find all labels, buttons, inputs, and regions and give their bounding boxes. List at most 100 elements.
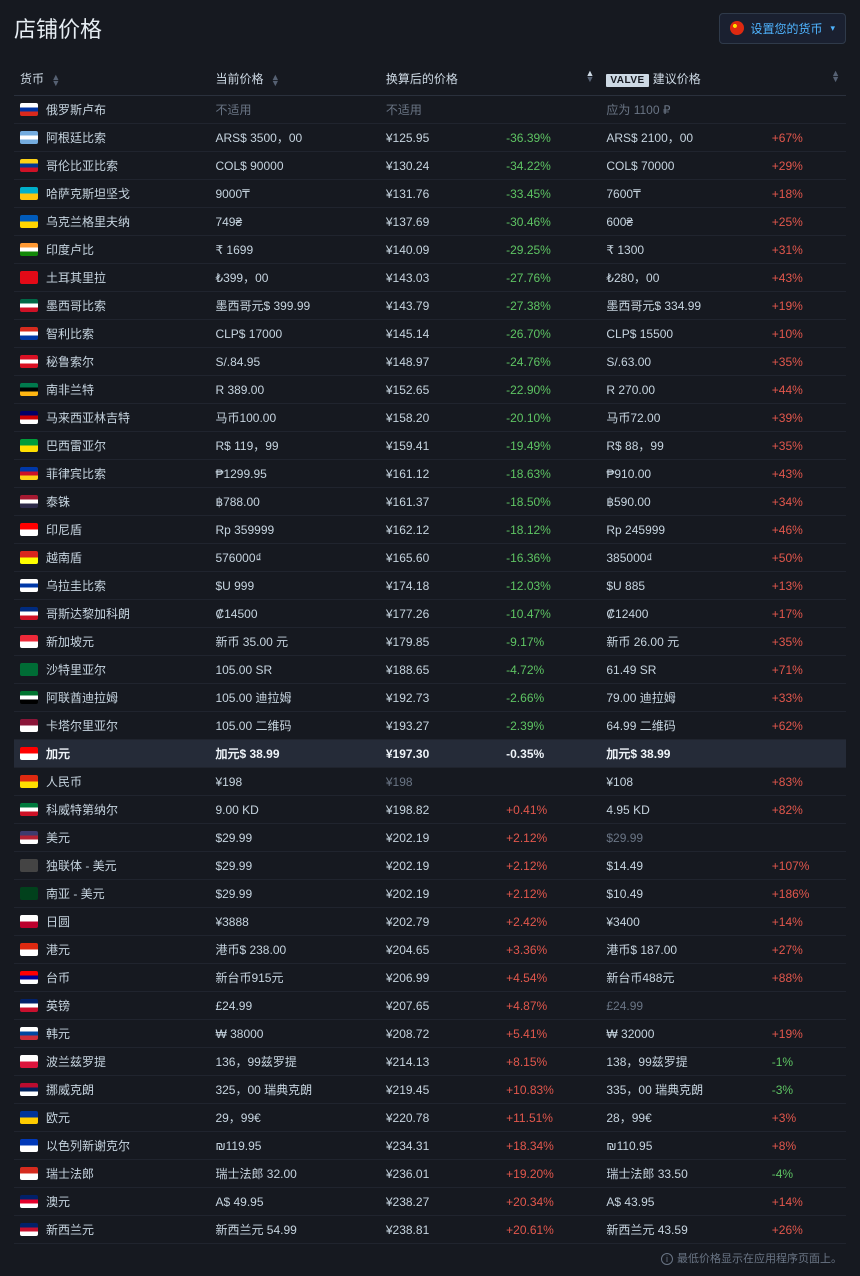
flag-icon xyxy=(20,103,38,116)
converted-price: ¥192.73 xyxy=(380,684,500,712)
converted-diff: -26.70% xyxy=(500,320,600,348)
currency-name: 巴西雷亚尔 xyxy=(46,437,106,454)
converted-diff: -10.47% xyxy=(500,600,600,628)
converted-price: ¥161.12 xyxy=(380,460,500,488)
table-row[interactable]: 阿联酋迪拉姆105.00 迪拉姆¥192.73-2.66%79.00 迪拉姆+3… xyxy=(14,684,846,712)
flag-icon xyxy=(20,271,38,284)
table-row[interactable]: 秘鲁索尔S/.84.95¥148.97-24.76%S/.63.00+35% xyxy=(14,348,846,376)
table-row[interactable]: 菲律宾比索₱1299.95¥161.12-18.63%₱910.00+43% xyxy=(14,460,846,488)
col-header-currency[interactable]: 货币 ▲▼ xyxy=(14,62,209,96)
table-row[interactable]: 新西兰元新西兰元 54.99¥238.81+20.61%新西兰元 43.59+2… xyxy=(14,1216,846,1244)
valve-diff: +26% xyxy=(766,1216,846,1244)
table-row[interactable]: 新加坡元新币 35.00 元¥179.85-9.17%新币 26.00 元+35… xyxy=(14,628,846,656)
converted-price: ¥159.41 xyxy=(380,432,500,460)
table-row[interactable]: 越南盾576000₫¥165.60-16.36%385000₫+50% xyxy=(14,544,846,572)
flag-icon xyxy=(20,1139,38,1152)
valve-price: 138，99兹罗提 xyxy=(600,1048,765,1076)
converted-diff: +18.34% xyxy=(500,1132,600,1160)
table-row[interactable]: 阿根廷比索ARS$ 3500，00¥125.95-36.39%ARS$ 2100… xyxy=(14,124,846,152)
valve-diff: +33% xyxy=(766,684,846,712)
table-row[interactable]: 欧元29，99€¥220.78+11.51%28，99€+3% xyxy=(14,1104,846,1132)
table-row[interactable]: 墨西哥比索墨西哥元$ 399.99¥143.79-27.38%墨西哥元$ 334… xyxy=(14,292,846,320)
table-row[interactable]: 科威特第纳尔9.00 KD¥198.82+0.41%4.95 KD+82% xyxy=(14,796,846,824)
table-row[interactable]: 智利比索CLP$ 17000¥145.14-26.70%CLP$ 15500+1… xyxy=(14,320,846,348)
valve-diff: +17% xyxy=(766,600,846,628)
current-price: 墨西哥元$ 399.99 xyxy=(209,292,379,320)
valve-price: 28，99€ xyxy=(600,1104,765,1132)
table-row[interactable]: 俄罗斯卢布不适用不适用应为 1100 ₽ xyxy=(14,96,846,124)
current-price: $U 999 xyxy=(209,572,379,600)
table-row[interactable]: 印度卢比₹ 1699¥140.09-29.25%₹ 1300+31% xyxy=(14,236,846,264)
flag-icon xyxy=(20,383,38,396)
current-price: ¥3888 xyxy=(209,908,379,936)
valve-price: 墨西哥元$ 334.99 xyxy=(600,292,765,320)
table-row[interactable]: 泰铢฿788.00¥161.37-18.50%฿590.00+34% xyxy=(14,488,846,516)
valve-price: $29.99 xyxy=(600,824,765,852)
currency-name: 台币 xyxy=(46,969,70,986)
col-header-valve[interactable]: VALVE建议价格 ▲▼ xyxy=(600,62,846,96)
currency-name: 新加坡元 xyxy=(46,633,94,650)
flag-icon xyxy=(20,719,38,732)
table-row[interactable]: 以色列新谢克尔₪119.95¥234.31+18.34%₪110.95+8% xyxy=(14,1132,846,1160)
table-row[interactable]: 加元加元$ 38.99¥197.30-0.35%加元$ 38.99 xyxy=(14,740,846,768)
valve-diff: +88% xyxy=(766,964,846,992)
table-row[interactable]: 台币新台币915元¥206.99+4.54%新台币488元+88% xyxy=(14,964,846,992)
table-row[interactable]: 独联体 - 美元$29.99¥202.19+2.12%$14.49+107% xyxy=(14,852,846,880)
table-row[interactable]: 英镑£24.99¥207.65+4.87%£24.99 xyxy=(14,992,846,1020)
current-price: 325，00 瑞典克朗 xyxy=(209,1076,379,1104)
flag-icon xyxy=(20,915,38,928)
currency-name: 智利比索 xyxy=(46,325,94,342)
current-price: A$ 49.95 xyxy=(209,1188,379,1216)
flag-icon xyxy=(20,1195,38,1208)
table-row[interactable]: 南非兰特R 389.00¥152.65-22.90%R 270.00+44% xyxy=(14,376,846,404)
valve-diff: +18% xyxy=(766,180,846,208)
table-row[interactable]: 瑞士法郎瑞士法郎 32.00¥236.01+19.20%瑞士法郎 33.50-4… xyxy=(14,1160,846,1188)
table-row[interactable]: 挪威克朗325，00 瑞典克朗¥219.45+10.83%335，00 瑞典克朗… xyxy=(14,1076,846,1104)
converted-diff: -29.25% xyxy=(500,236,600,264)
flag-icon xyxy=(20,831,38,844)
currency-name: 印度卢比 xyxy=(46,241,94,258)
converted-diff: -4.72% xyxy=(500,656,600,684)
table-row[interactable]: 哥伦比亚比索COL$ 90000¥130.24-34.22%COL$ 70000… xyxy=(14,152,846,180)
converted-price: ¥219.45 xyxy=(380,1076,500,1104)
valve-diff: -4% xyxy=(766,1160,846,1188)
table-row[interactable]: 卡塔尔里亚尔105.00 二维码¥193.27-2.39%64.99 二维码+6… xyxy=(14,712,846,740)
table-row[interactable]: 巴西雷亚尔R$ 119，99¥159.41-19.49%R$ 88，99+35% xyxy=(14,432,846,460)
current-price: 9.00 KD xyxy=(209,796,379,824)
col-header-converted[interactable]: 换算后的价格 ▲▼ xyxy=(380,62,601,96)
current-price: R 389.00 xyxy=(209,376,379,404)
valve-diff: +13% xyxy=(766,572,846,600)
table-row[interactable]: 澳元A$ 49.95¥238.27+20.34%A$ 43.95+14% xyxy=(14,1188,846,1216)
valve-diff: +83% xyxy=(766,768,846,796)
table-row[interactable]: 印尼盾Rp 359999¥162.12-18.12%Rp 245999+46% xyxy=(14,516,846,544)
table-row[interactable]: 马来西亚林吉特马币100.00¥158.20-20.10%马币72.00+39% xyxy=(14,404,846,432)
table-row[interactable]: 哥斯达黎加科朗₡14500¥177.26-10.47%₡12400+17% xyxy=(14,600,846,628)
converted-price: ¥236.01 xyxy=(380,1160,500,1188)
current-price: 新台币915元 xyxy=(209,964,379,992)
table-row[interactable]: 乌拉圭比索$U 999¥174.18-12.03%$U 885+13% xyxy=(14,572,846,600)
table-row[interactable]: 波兰兹罗提136，99兹罗提¥214.13+8.15%138，99兹罗提-1% xyxy=(14,1048,846,1076)
table-row[interactable]: 哈萨克斯坦坚戈9000₸¥131.76-33.45%7600₸+18% xyxy=(14,180,846,208)
converted-price: ¥137.69 xyxy=(380,208,500,236)
table-row[interactable]: 乌克兰格里夫纳749₴¥137.69-30.46%600₴+25% xyxy=(14,208,846,236)
valve-price: 79.00 迪拉姆 xyxy=(600,684,765,712)
flag-icon xyxy=(20,439,38,452)
table-row[interactable]: 沙特里亚尔105.00 SR¥188.65-4.72%61.49 SR+71% xyxy=(14,656,846,684)
table-row[interactable]: 港元港币$ 238.00¥204.65+3.36%港币$ 187.00+27% xyxy=(14,936,846,964)
currency-name: 乌克兰格里夫纳 xyxy=(46,213,130,230)
table-row[interactable]: 土耳其里拉₺399，00¥143.03-27.76%₺280，00+43% xyxy=(14,264,846,292)
converted-diff: +20.61% xyxy=(500,1216,600,1244)
table-row[interactable]: 美元$29.99¥202.19+2.12%$29.99 xyxy=(14,824,846,852)
table-row[interactable]: 人民币¥198¥198¥108+83% xyxy=(14,768,846,796)
set-currency-button[interactable]: 设置您的货币 ▾ xyxy=(719,13,846,44)
converted-diff: -36.39% xyxy=(500,124,600,152)
current-price: CLP$ 17000 xyxy=(209,320,379,348)
flag-icon xyxy=(20,803,38,816)
flag-icon xyxy=(20,887,38,900)
valve-diff: +14% xyxy=(766,908,846,936)
valve-price: 新西兰元 43.59 xyxy=(600,1216,765,1244)
col-header-price[interactable]: 当前价格 ▲▼ xyxy=(209,62,379,96)
table-row[interactable]: 南亚 - 美元$29.99¥202.19+2.12%$10.49+186% xyxy=(14,880,846,908)
converted-diff: -20.10% xyxy=(500,404,600,432)
table-row[interactable]: 日圆¥3888¥202.79+2.42%¥3400+14% xyxy=(14,908,846,936)
